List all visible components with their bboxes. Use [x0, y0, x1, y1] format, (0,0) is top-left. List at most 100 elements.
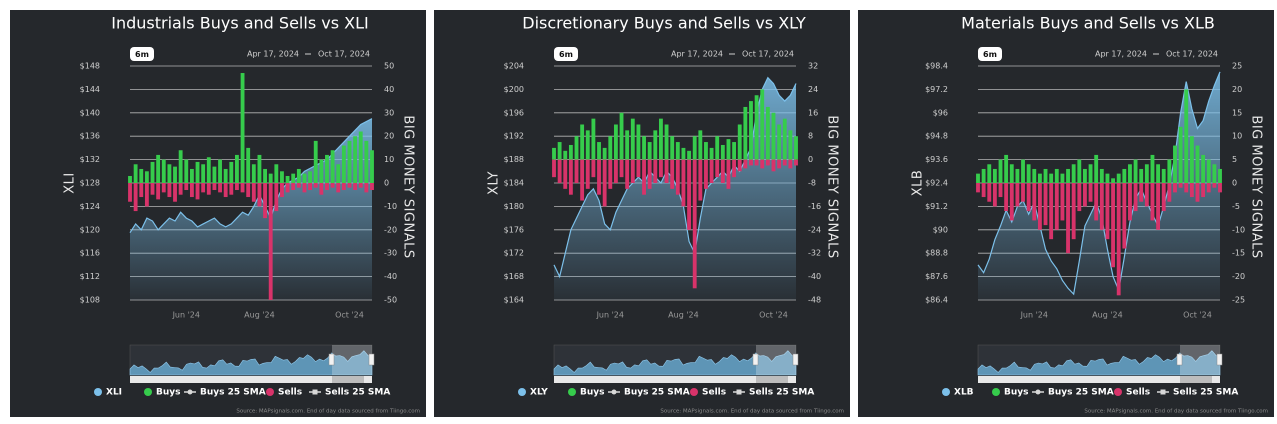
legend-label[interactable]: Sells 25 SMA — [749, 388, 814, 398]
signal-bar — [1021, 159, 1025, 183]
scrollbar-track — [978, 376, 1220, 383]
signal-bar — [664, 159, 669, 183]
signal-bar — [591, 118, 596, 160]
signal-bar — [1088, 164, 1093, 183]
range-button[interactable] — [554, 47, 578, 61]
legend-label[interactable]: Buys 25 SMA — [200, 388, 266, 398]
signal-bar — [235, 183, 239, 191]
signal-bar — [1094, 183, 1099, 221]
signal-bar — [981, 183, 986, 198]
legend-item[interactable]: XLB — [942, 388, 974, 398]
navigator-handle[interactable] — [752, 353, 759, 366]
signal-bar — [358, 131, 363, 183]
legend-label[interactable]: XLY — [530, 388, 548, 398]
navigator-handle[interactable] — [1216, 353, 1223, 366]
signal-bar — [1083, 183, 1087, 207]
signal-bar — [1054, 168, 1059, 183]
signal-bar — [156, 183, 161, 200]
legend-label[interactable]: XLB — [954, 388, 974, 398]
legend-item[interactable]: XLY — [518, 388, 548, 398]
legend-item[interactable]: Sells 25 SMA — [733, 388, 814, 398]
legend-label[interactable]: Sells 25 SMA — [1173, 388, 1238, 398]
legend-label[interactable]: Buys — [1004, 388, 1029, 398]
navigator-handle[interactable] — [328, 353, 335, 366]
legend-label[interactable]: XLI — [106, 388, 122, 398]
legend-item[interactable]: Buys 25 SMA — [184, 388, 266, 398]
signal-bar — [1161, 183, 1166, 212]
legend-label[interactable]: Sells 25 SMA — [325, 388, 390, 398]
signal-bar — [201, 164, 206, 183]
legend-symbol — [266, 388, 274, 396]
signal-bar — [139, 168, 144, 183]
y2-tick-label: 20 — [384, 132, 394, 141]
legend-item[interactable]: Sells — [690, 388, 726, 398]
chart-panel: Industrials Buys and Sells vs XLI 6m Apr 1… — [10, 10, 426, 417]
signal-bar — [161, 159, 166, 183]
scrollbar-thumb[interactable] — [756, 376, 788, 383]
y-tick-label: $172 — [504, 249, 524, 258]
range-button[interactable] — [978, 47, 1002, 61]
legend-label[interactable]: Buys 25 SMA — [624, 388, 690, 398]
signal-bar — [364, 183, 369, 193]
navigator-handle[interactable] — [792, 353, 799, 366]
signal-bar — [760, 89, 765, 160]
legend-item[interactable]: Sells — [266, 388, 302, 398]
signal-bar — [998, 159, 1003, 183]
signal-bar — [133, 164, 138, 183]
scrollbar-thumb[interactable] — [332, 376, 364, 383]
legend-item[interactable]: XLI — [94, 388, 122, 398]
chart-title: Materials Buys and Sells vs XLB — [961, 14, 1215, 33]
y2-tick-label: -10 — [1232, 225, 1245, 234]
signal-bar — [336, 183, 341, 193]
signal-bar — [1128, 183, 1132, 221]
signal-bar — [743, 106, 748, 160]
legend-label[interactable]: Sells — [702, 388, 726, 398]
signal-bar — [280, 171, 284, 183]
legend-item[interactable]: Sells 25 SMA — [1157, 388, 1238, 398]
y-tick-label: $94.8 — [925, 132, 948, 141]
legend-item[interactable]: Buys — [144, 388, 181, 398]
signal-bar — [336, 164, 341, 183]
signal-bar — [212, 166, 217, 183]
signal-bar — [139, 183, 144, 198]
signal-bar — [296, 168, 301, 183]
signal-bar — [580, 159, 585, 201]
legend-label[interactable]: Buys — [156, 388, 181, 398]
range-button[interactable] — [130, 47, 154, 61]
legend-item[interactable]: Buys 25 SMA — [1032, 388, 1114, 398]
signal-bar — [563, 159, 568, 189]
signal-bar — [1066, 183, 1070, 254]
y2-tick-label: 0 — [1232, 179, 1237, 188]
legend-label[interactable]: Buys — [580, 388, 605, 398]
signal-bar — [178, 183, 183, 195]
range-button-label[interactable]: 6m — [559, 50, 573, 59]
navigator-handle[interactable] — [368, 353, 375, 366]
legend-label[interactable]: Buys 25 SMA — [1048, 388, 1114, 398]
signal-bar — [150, 161, 155, 183]
chart-title: Discretionary Buys and Sells vs XLY — [522, 14, 806, 33]
range-end: Oct 17, 2024 — [1166, 50, 1218, 59]
y-tick-label: $184 — [504, 179, 524, 188]
signal-bar — [704, 142, 708, 160]
legend-label[interactable]: Sells — [1126, 388, 1150, 398]
legend-item[interactable]: Sells 25 SMA — [309, 388, 390, 398]
navigator-handle[interactable] — [1176, 353, 1183, 366]
y2-tick-label: -30 — [384, 249, 397, 258]
signal-bar — [161, 183, 166, 193]
legend-label[interactable]: Sells — [278, 388, 302, 398]
y-tick-label: $168 — [504, 272, 524, 281]
legend-item[interactable]: Buys 25 SMA — [608, 388, 690, 398]
signal-bar — [330, 183, 335, 188]
signal-bar — [313, 183, 318, 188]
signal-bar — [580, 124, 585, 160]
legend-item[interactable]: Buys — [992, 388, 1029, 398]
y2-tick-label: 32 — [808, 62, 818, 71]
signal-bar — [229, 161, 234, 183]
legend-item[interactable]: Buys — [568, 388, 605, 398]
x-tick-label: Aug '24 — [1092, 311, 1123, 320]
legend-item[interactable]: Sells — [1114, 388, 1150, 398]
signal-bar — [1083, 168, 1087, 183]
scrollbar-thumb[interactable] — [1180, 376, 1212, 383]
range-button-label[interactable]: 6m — [983, 50, 997, 59]
range-button-label[interactable]: 6m — [135, 50, 149, 59]
